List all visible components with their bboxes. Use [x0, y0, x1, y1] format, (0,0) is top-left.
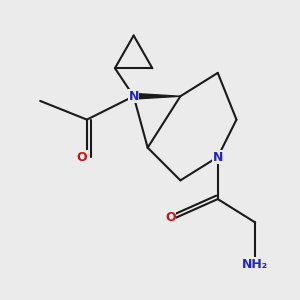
- Text: N: N: [128, 90, 139, 103]
- Text: N: N: [213, 151, 223, 164]
- Text: O: O: [76, 151, 87, 164]
- Polygon shape: [134, 93, 180, 99]
- Text: NH₂: NH₂: [242, 258, 268, 271]
- Text: O: O: [165, 211, 176, 224]
